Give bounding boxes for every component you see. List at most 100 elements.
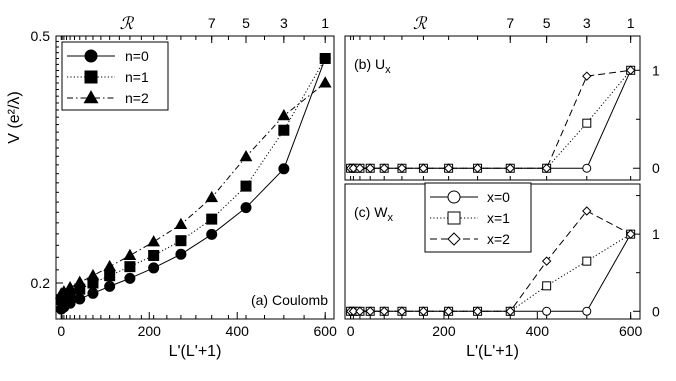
- data-point-x=2: [355, 163, 365, 173]
- legend-label-n=2: n=2: [125, 90, 149, 106]
- data-point-n=1: [206, 213, 218, 225]
- data-point-x=2: [379, 306, 389, 316]
- y-tick-label: 0.2: [31, 275, 51, 291]
- x-tick-label: 0: [57, 323, 65, 339]
- panel-a-frame: [55, 35, 335, 320]
- data-point-n=2: [73, 275, 87, 287]
- data-point-x=2: [625, 65, 636, 75]
- top-axis-label: ℛ: [413, 14, 428, 34]
- data-point-x=2: [582, 206, 592, 216]
- panel-c-annotation-sub: x: [387, 212, 393, 224]
- legend-marker-x=1: [447, 211, 461, 225]
- data-point-x=2: [379, 163, 389, 173]
- data-point-n=2: [103, 259, 117, 272]
- x-tick-label: 200: [138, 323, 162, 339]
- panel-b-annotation: (b) Ux: [354, 56, 391, 76]
- data-point-n=0: [278, 163, 290, 175]
- data-point-n=1: [319, 52, 331, 64]
- top-tick-label: 1: [627, 15, 635, 31]
- y-tick-label: 1: [652, 62, 660, 78]
- y-tick-label: 0: [652, 160, 660, 176]
- legend-marker-n=1: [84, 70, 98, 84]
- data-point-n=0: [148, 262, 160, 274]
- data-point-n=0: [240, 202, 252, 214]
- legend-c: x=0 x=1 x=2: [424, 182, 532, 253]
- x-tick-label: 0: [347, 323, 355, 339]
- data-point-x=0: [542, 306, 552, 316]
- data-point-n=2: [86, 268, 100, 281]
- data-point-n=2: [205, 190, 219, 203]
- top-tick-label: 1: [321, 15, 329, 31]
- x-tick-label: 600: [619, 323, 643, 339]
- panel-b: 7 5 3 1 ℛ 0 1 (b) Ux: [344, 14, 660, 181]
- data-point-x=1: [542, 281, 552, 291]
- panel-c: 0 200 400 600 0 1 L'(L'+1) (c) Wx x=0 x=1 x=2: [344, 182, 660, 360]
- data-point-x=2: [348, 163, 359, 173]
- data-point-n=0: [74, 293, 86, 305]
- data-point-x=2: [365, 163, 375, 173]
- top-axis-label: ℛ: [120, 14, 135, 34]
- legend-a: n=0 n=1 n=2: [61, 41, 169, 111]
- data-point-x=2: [472, 306, 483, 316]
- legend-label-n=0: n=0: [125, 48, 149, 64]
- data-point-n=2: [174, 217, 188, 229]
- data-point-x=2: [443, 306, 454, 316]
- panel-b-annotation-sub: x: [385, 64, 391, 76]
- data-point-x=2: [505, 306, 515, 316]
- data-point-n=2: [147, 235, 161, 247]
- data-point-n=0: [104, 280, 116, 292]
- top-tick-label: 7: [208, 15, 216, 31]
- x-axis-label: L'(L'+1): [169, 343, 222, 360]
- data-point-n=0: [124, 272, 136, 284]
- data-point-x=2: [541, 163, 552, 173]
- x-axis-label: L'(L'+1): [466, 343, 519, 360]
- panel-b-annotation-main: (b) U: [354, 56, 385, 72]
- panel-a-annotation: (a) Coulomb: [251, 292, 328, 308]
- data-point-n=1: [240, 180, 252, 192]
- top-tick-label: 3: [583, 15, 591, 31]
- data-point-n=2: [239, 149, 253, 162]
- data-point-x=2: [625, 229, 636, 239]
- panel-c-annotation-main: (c) W: [354, 204, 388, 220]
- x-tick-label: 200: [432, 323, 456, 339]
- data-point-x=2: [472, 163, 483, 173]
- data-point-n=0: [175, 248, 187, 260]
- data-point-x=2: [397, 306, 407, 316]
- y-tick-label: 1: [652, 226, 660, 242]
- x-tick-label: 400: [226, 323, 250, 339]
- y-tick-label: 0: [652, 303, 660, 319]
- panel-a: 0 200 400 600 7 5 3 1 ℛ 0.5 0.2 L'(L'+1) V (e²/λ) (a)…: [6, 14, 337, 360]
- data-point-n=1: [148, 249, 160, 261]
- top-tick-label: 5: [242, 15, 250, 31]
- panel-b-frame: [344, 35, 641, 181]
- top-tick-label: 5: [543, 15, 551, 31]
- x-tick-label: 400: [526, 323, 550, 339]
- data-point-x=2: [418, 306, 429, 316]
- data-point-n=2: [123, 248, 137, 260]
- data-point-x=2: [582, 71, 592, 81]
- legend-label-x=1: x=1: [487, 210, 510, 226]
- legend-marker-n=0: [84, 49, 98, 63]
- legend-marker-n=2: [83, 90, 99, 104]
- x-tick-label: 600: [314, 323, 338, 339]
- data-point-n=1: [124, 261, 136, 273]
- top-tick-label: 7: [506, 15, 514, 31]
- data-point-x=0: [582, 306, 592, 316]
- data-point-x=0: [582, 163, 592, 173]
- legend-label-n=1: n=1: [125, 69, 149, 85]
- data-point-x=2: [365, 306, 375, 316]
- data-point-x=2: [418, 163, 429, 173]
- legend-label-x=2: x=2: [487, 231, 510, 247]
- y-tick-label: 0.5: [31, 28, 51, 44]
- y-axis-label: V (e²/λ): [6, 91, 23, 143]
- data-point-x=2: [348, 306, 359, 316]
- legend-marker-x=2: [447, 232, 461, 246]
- legend-marker-x=0: [447, 190, 461, 204]
- data-point-n=1: [104, 270, 116, 282]
- data-point-x=2: [443, 163, 454, 173]
- top-tick-label: 3: [280, 15, 288, 31]
- data-point-n=0: [87, 287, 99, 299]
- legend-a-box: [61, 41, 169, 111]
- data-point-n=1: [278, 124, 290, 136]
